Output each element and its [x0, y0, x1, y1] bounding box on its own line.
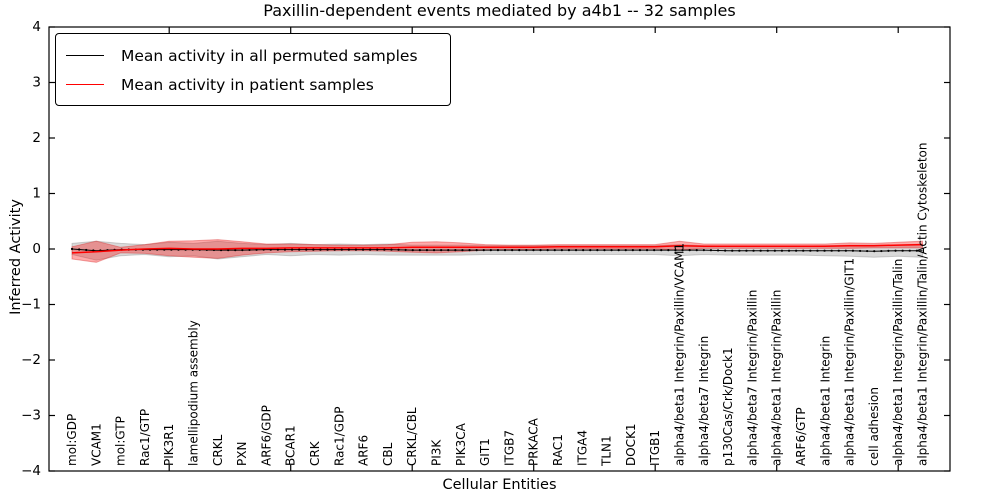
x-tick-label: PIK3CA	[454, 422, 468, 466]
x-tick-label: alpha4/beta1 Integrin/Paxillin/GIT1	[843, 258, 857, 466]
y-tick-label: −4	[21, 463, 41, 479]
x-tick-label: PXN	[235, 442, 249, 466]
x-tick-label: lamellipodium assembly	[187, 320, 201, 466]
x-tick-label: alpha4/beta7 Integrin/Paxillin	[745, 290, 759, 466]
patient-std-band	[71, 239, 923, 263]
legend-label-patient: Mean activity in patient samples	[121, 75, 374, 94]
x-tick-label: alpha4/beta1 Integrin/Paxillin/Talin/Act…	[916, 143, 930, 466]
legend-item-permuted: Mean activity in all permuted samples	[56, 41, 450, 70]
x-tick-label: cell adhesion	[867, 387, 881, 466]
y-tick-label: 3	[32, 75, 41, 91]
x-tick-label: CRK	[308, 440, 322, 466]
x-tick-label: ITGB1	[648, 430, 662, 466]
y-tick-label: 0	[32, 241, 41, 257]
legend-label-permuted: Mean activity in all permuted samples	[121, 46, 418, 65]
x-tick-label: alpha4/beta7 Integrin	[697, 336, 711, 466]
legend-item-patient: Mean activity in patient samples	[56, 70, 450, 99]
x-tick-label: Rac1/GDP	[332, 407, 346, 466]
x-tick-label: RAC1	[551, 434, 565, 466]
x-tick-label: VCAM1	[89, 423, 103, 466]
x-tick-label: ITGA4	[575, 430, 589, 466]
y-tick-label: −3	[21, 408, 41, 424]
legend-box: Mean activity in all permuted samples Me…	[55, 33, 451, 106]
x-tick-label: BCAR1	[284, 425, 298, 466]
y-tick-label: 4	[32, 19, 41, 35]
x-tick-label: ARF6	[357, 435, 371, 466]
x-tick-label: PRKACA	[527, 417, 541, 466]
x-tick-label: DOCK1	[624, 423, 638, 466]
patient-mean-line	[71, 243, 923, 254]
y-tick-label: −1	[21, 297, 41, 313]
x-axis-label: Cellular Entities	[442, 477, 557, 493]
x-tick-label: mol:GDP	[65, 414, 79, 466]
x-tick-label: alpha4/beta1 Integrin/Paxillin/VCAM1	[673, 243, 687, 466]
x-tick-label: CRKL	[211, 434, 225, 466]
x-tick-label: alpha4/beta1 Integrin/Paxillin/Talin	[891, 259, 905, 466]
x-tick-label: p130Cas/Crk/Dock1	[721, 347, 735, 466]
x-tick-label: Rac1/GTP	[138, 409, 152, 466]
y-axis-label: Inferred Activity	[8, 199, 24, 315]
y-tick-label: 1	[32, 186, 41, 202]
x-tick-label: ARF6/GDP	[259, 405, 273, 466]
chart-title: Paxillin-dependent events mediated by a4…	[263, 1, 736, 20]
x-tick-label: PI3K	[430, 439, 444, 466]
x-tick-label: alpha4/beta1 Integrin/Paxillin	[770, 290, 784, 466]
x-tick-label: PIK3R1	[162, 424, 176, 466]
legend-line-permuted-sample	[66, 55, 104, 56]
x-tick-label: ITGB7	[502, 430, 516, 466]
y-tick-label: −2	[21, 352, 41, 368]
x-tick-label: mol:GTP	[114, 416, 128, 466]
x-tick-label: alpha4/beta1 Integrin	[818, 336, 832, 466]
permuted-mean-markers	[70, 247, 924, 253]
x-tick-label: ARF6/GTP	[794, 407, 808, 466]
x-tick-label: CRKL/CBL	[405, 407, 419, 466]
x-tick-label: TLN1	[600, 435, 614, 467]
y-tick-label: 2	[32, 130, 41, 146]
legend-line-patient-sample	[66, 84, 104, 85]
x-tick-label: GIT1	[478, 438, 492, 466]
x-tick-label: CBL	[381, 442, 395, 466]
